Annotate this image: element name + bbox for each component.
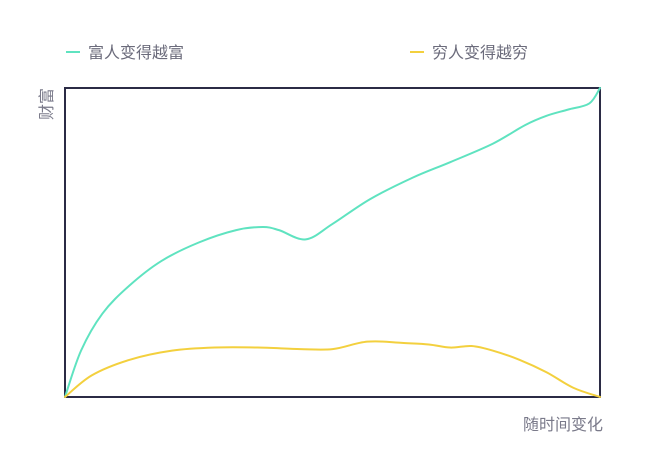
legend-label-poor: 穷人变得越穷 <box>432 43 528 62</box>
legend-label-rich: 富人变得越富 <box>88 43 184 62</box>
series-layer <box>64 87 601 398</box>
y-axis-label: 财富 <box>37 88 56 120</box>
plot-frame <box>64 87 601 398</box>
x-axis-label: 随时间变化 <box>523 415 603 434</box>
series-line-rich <box>64 87 601 398</box>
series-line-poor <box>64 340 601 398</box>
legend: 富人变得越富 穷人变得越穷 <box>66 43 528 62</box>
